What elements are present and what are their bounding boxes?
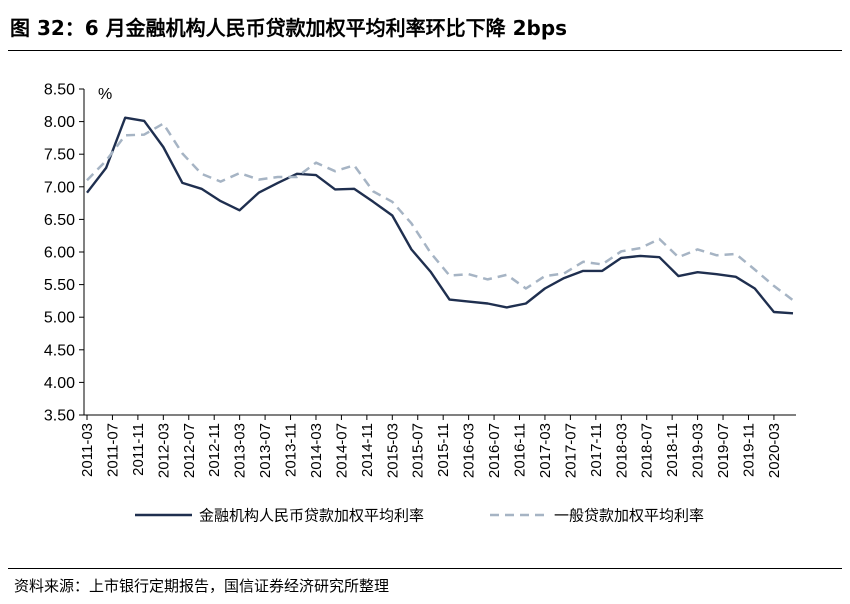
x-tick-label: 2012-03 xyxy=(155,423,172,478)
x-tick-label: 2015-11 xyxy=(435,423,452,477)
x-tick-label: 2013-11 xyxy=(283,423,300,477)
x-tick-label: 2013-07 xyxy=(257,423,274,478)
x-tick-label: 2020-03 xyxy=(766,423,783,478)
y-tick-label: 3.50 xyxy=(44,408,75,425)
y-tick-label: 5.00 xyxy=(44,310,75,327)
x-tick-label: 2011-07 xyxy=(104,423,121,477)
x-tick-label: 2018-11 xyxy=(664,423,681,477)
x-tick-label: 2017-07 xyxy=(562,423,579,478)
page-title: 图 32：6 月金融机构人民币贷款加权平均利率环比下降 2bps xyxy=(10,16,568,40)
x-tick-label: 2015-07 xyxy=(410,423,427,478)
x-tick-label: 2019-11 xyxy=(740,423,757,477)
x-tick-label: 2018-03 xyxy=(613,423,630,478)
y-tick-label: 5.50 xyxy=(44,277,75,294)
y-tick-label: 8.00 xyxy=(44,114,75,131)
x-tick-label: 2012-11 xyxy=(206,423,223,477)
y-tick-label: 7.50 xyxy=(44,147,75,164)
x-tick-label: 2017-03 xyxy=(537,423,554,478)
y-unit-label: % xyxy=(98,86,112,103)
x-tick-label: 2018-07 xyxy=(639,423,656,478)
line-chart: 3.50 4.00 4.50 5.00 5.50 6.00 6.50 7.00 7.50 8.00… xyxy=(44,82,796,525)
y-tick-label: 4.00 xyxy=(44,375,75,392)
y-tick-label: 6.00 xyxy=(44,245,75,262)
x-tick-label: 2011-03 xyxy=(79,423,96,477)
x-tick-label: 2014-11 xyxy=(359,423,376,477)
x-tick-label: 2019-07 xyxy=(715,423,732,478)
x-tick-label: 2014-03 xyxy=(308,423,325,478)
y-tick-label: 7.00 xyxy=(44,179,75,196)
series-line-1 xyxy=(86,116,794,315)
series-line-2 xyxy=(86,122,794,302)
title-divider xyxy=(8,50,842,51)
legend-label-2: 一般贷款加权平均利率 xyxy=(554,507,704,525)
x-tick-label: 2012-07 xyxy=(181,423,198,478)
x-tick-label: 2014-07 xyxy=(333,423,350,478)
x-tick-label: 2016-07 xyxy=(486,423,503,478)
x-tick-label: 2016-03 xyxy=(461,423,478,478)
y-tick-label: 8.50 xyxy=(44,82,75,99)
legend-label-1: 金融机构人民币贷款加权平均利率 xyxy=(199,507,424,525)
y-tick-label: 6.50 xyxy=(44,212,75,229)
x-tick-label: 2019-03 xyxy=(690,423,707,478)
y-tick-label: 4.50 xyxy=(44,342,75,359)
chart-series xyxy=(86,116,794,315)
source-divider xyxy=(8,568,842,569)
x-tick-label: 2013-03 xyxy=(232,423,249,478)
x-tick-label: 2011-11 xyxy=(130,423,147,476)
source-note: 资料来源：上市银行定期报告，国信证券经济研究所整理 xyxy=(14,577,390,595)
x-tick-label: 2017-11 xyxy=(588,423,605,477)
x-tick-label: 2015-03 xyxy=(384,423,401,478)
x-tick-label: 2016-11 xyxy=(512,423,529,477)
chart-axes: 3.50 4.00 4.50 5.00 5.50 6.00 6.50 7.00 7.50 8.00… xyxy=(44,82,796,478)
chart-legend: 金融机构人民币贷款加权平均利率 一般贷款加权平均利率 xyxy=(135,507,704,525)
